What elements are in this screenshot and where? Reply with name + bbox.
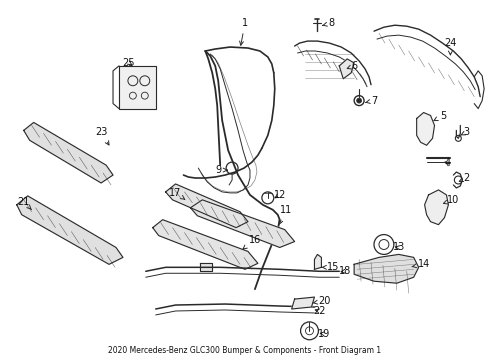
Polygon shape (354, 255, 418, 283)
Text: 7: 7 (366, 96, 377, 105)
Text: 18: 18 (339, 266, 351, 276)
Polygon shape (315, 255, 321, 269)
Text: 25: 25 (122, 58, 135, 68)
Text: 11: 11 (279, 205, 292, 224)
Polygon shape (153, 220, 258, 269)
Text: 10: 10 (443, 195, 460, 205)
Polygon shape (425, 190, 448, 225)
Polygon shape (339, 59, 354, 79)
Polygon shape (24, 122, 113, 183)
Text: 2: 2 (459, 173, 469, 183)
Text: 20: 20 (313, 296, 331, 306)
Text: 21: 21 (18, 197, 31, 210)
Text: 16: 16 (243, 234, 261, 249)
Text: 15: 15 (321, 262, 340, 272)
Text: 19: 19 (318, 329, 331, 339)
Text: 23: 23 (95, 127, 109, 145)
Text: 4: 4 (444, 158, 450, 168)
Text: 1: 1 (240, 18, 248, 45)
Text: 2020 Mercedes-Benz GLC300 Bumper & Components - Front Diagram 1: 2020 Mercedes-Benz GLC300 Bumper & Compo… (108, 346, 382, 355)
Text: 17: 17 (170, 188, 185, 199)
Text: 3: 3 (461, 127, 469, 138)
Text: 24: 24 (444, 38, 457, 55)
Polygon shape (200, 264, 212, 271)
Polygon shape (119, 66, 156, 109)
Polygon shape (17, 196, 123, 264)
Polygon shape (191, 200, 294, 247)
Text: 13: 13 (392, 243, 405, 252)
Text: 22: 22 (313, 306, 326, 316)
Polygon shape (416, 113, 435, 145)
Polygon shape (292, 297, 315, 309)
Text: 14: 14 (412, 259, 430, 269)
Text: 12: 12 (273, 190, 286, 200)
Text: 9: 9 (215, 165, 227, 175)
Circle shape (357, 98, 362, 103)
Text: 5: 5 (434, 111, 446, 121)
Polygon shape (166, 184, 248, 228)
Text: 8: 8 (323, 18, 334, 28)
Text: 6: 6 (347, 61, 357, 71)
